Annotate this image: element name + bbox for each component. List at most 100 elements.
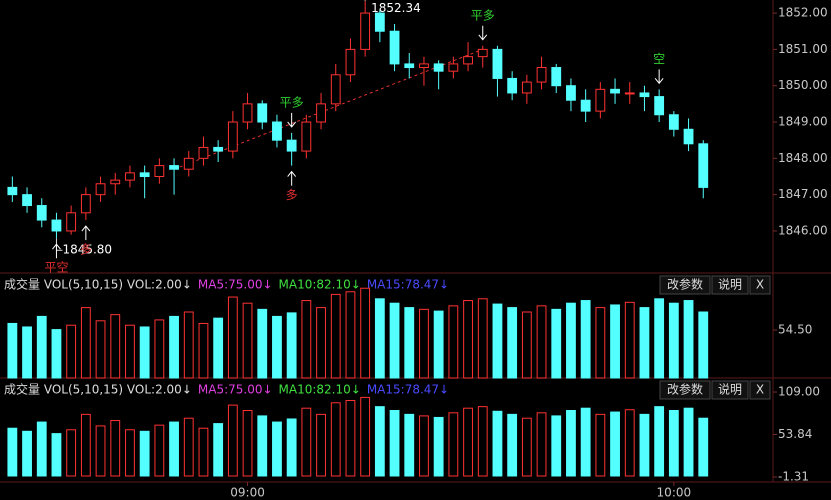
panel-button[interactable] [711,380,749,400]
candle-body [345,48,356,76]
y-tick-label: 54.50 [778,323,812,337]
volume-bar [507,307,518,379]
candle-body [125,172,135,181]
signal-label: 空 [653,52,665,66]
volume-bar [257,308,268,379]
volume-bar [521,417,532,477]
volume-bar [595,413,606,477]
extreme-label: 1845.80 [62,243,112,257]
indicator-readout: MA10:82.10↓ [279,278,361,292]
candle-body [507,77,518,94]
volume-bar [374,298,385,379]
candle-body [169,165,179,170]
volume-bar [668,302,679,379]
candle-body [698,143,709,188]
volume-bar [51,329,62,379]
volume-bar [624,409,635,477]
volume-bar [139,430,150,477]
volume-bar [433,416,444,477]
candle-body [301,121,312,152]
candle-body [404,63,415,69]
y-tick-label: 53.84 [778,427,812,441]
volume-bar [125,429,135,477]
volume-bar [22,326,32,379]
volume-bar [536,305,547,379]
volume-bar [389,410,400,477]
volume-bar [139,326,150,379]
signal-label: 平空 [44,261,68,275]
panel-button-label[interactable]: X [756,383,764,397]
volume-bar [610,411,620,477]
volume-bar [360,287,371,379]
candle-body [654,96,665,116]
y-tick-label: 1849.00 [778,115,828,129]
volume-bar [419,415,429,477]
signal-arrow [654,69,664,85]
candle-body [521,81,532,94]
volume-bar [36,315,47,379]
volume-bar [330,293,341,379]
volume-bar [668,410,679,477]
panel-button-label[interactable]: 说明 [718,382,742,397]
volume-bar [110,420,121,477]
volume-bar [36,421,47,477]
candle-body [610,88,620,94]
volume-bar [66,324,77,379]
panel-button[interactable] [711,275,749,295]
volume-bar [183,311,194,379]
candle-body [477,48,488,58]
panel-button[interactable] [659,275,711,295]
volume-bar [242,410,253,477]
volume-bar [492,303,503,379]
panel-button[interactable] [749,380,771,400]
candle-body [257,103,268,123]
candle-body [419,63,429,69]
volume-bar [345,291,356,379]
y-tick-label: 1851.00 [778,42,828,56]
volume-bar [272,315,282,379]
candle-body [36,205,47,221]
extreme-label: 1852.34 [371,1,421,15]
panel-button-label[interactable]: X [756,278,764,292]
volume-bar [463,407,473,477]
volume-bar [227,296,238,379]
y-tick-label: 1846.00 [778,223,828,237]
indicator-readout: MA5:75.00↓ [198,383,273,397]
volume-bar [286,312,297,379]
volume-bar [551,415,562,477]
panel-button-label[interactable]: 改参数 [667,382,703,397]
candle-body [330,74,341,105]
candle-body [286,139,297,152]
panel-button-label[interactable]: 说明 [718,277,742,292]
panel-title: 成交量 VOL(5,10,15) VOL:2.00↓ [4,277,192,292]
panel-button[interactable] [749,275,771,295]
volume-bar [419,308,429,379]
candle-body [448,63,459,72]
volume-bar [433,310,444,379]
candle-body [360,12,371,50]
candle-body [463,56,473,65]
x-tick-label: 09:00 [230,486,265,500]
volume-bar [286,418,297,477]
volume-bar [521,311,532,379]
volume-bar [66,429,77,477]
volume-bar [477,406,488,477]
volume-bar [507,413,518,477]
volume-bar [95,425,106,477]
volume-bar [536,412,547,477]
signal-label: 多 [286,188,298,202]
volume-bar [80,307,91,379]
volume-bar [639,307,650,379]
candle-body [7,186,18,196]
volume-bar [198,427,209,477]
y-tick-label: -1.31 [778,470,809,484]
candle-body [374,12,385,32]
panel-button-label[interactable]: 改参数 [667,277,703,292]
panel-button[interactable] [659,380,711,400]
volume-bar [272,421,282,477]
volume-bar [492,410,503,477]
candle-body [639,92,650,98]
candle-body [80,194,91,214]
volume-bar [448,412,459,477]
candle-body [154,165,165,177]
